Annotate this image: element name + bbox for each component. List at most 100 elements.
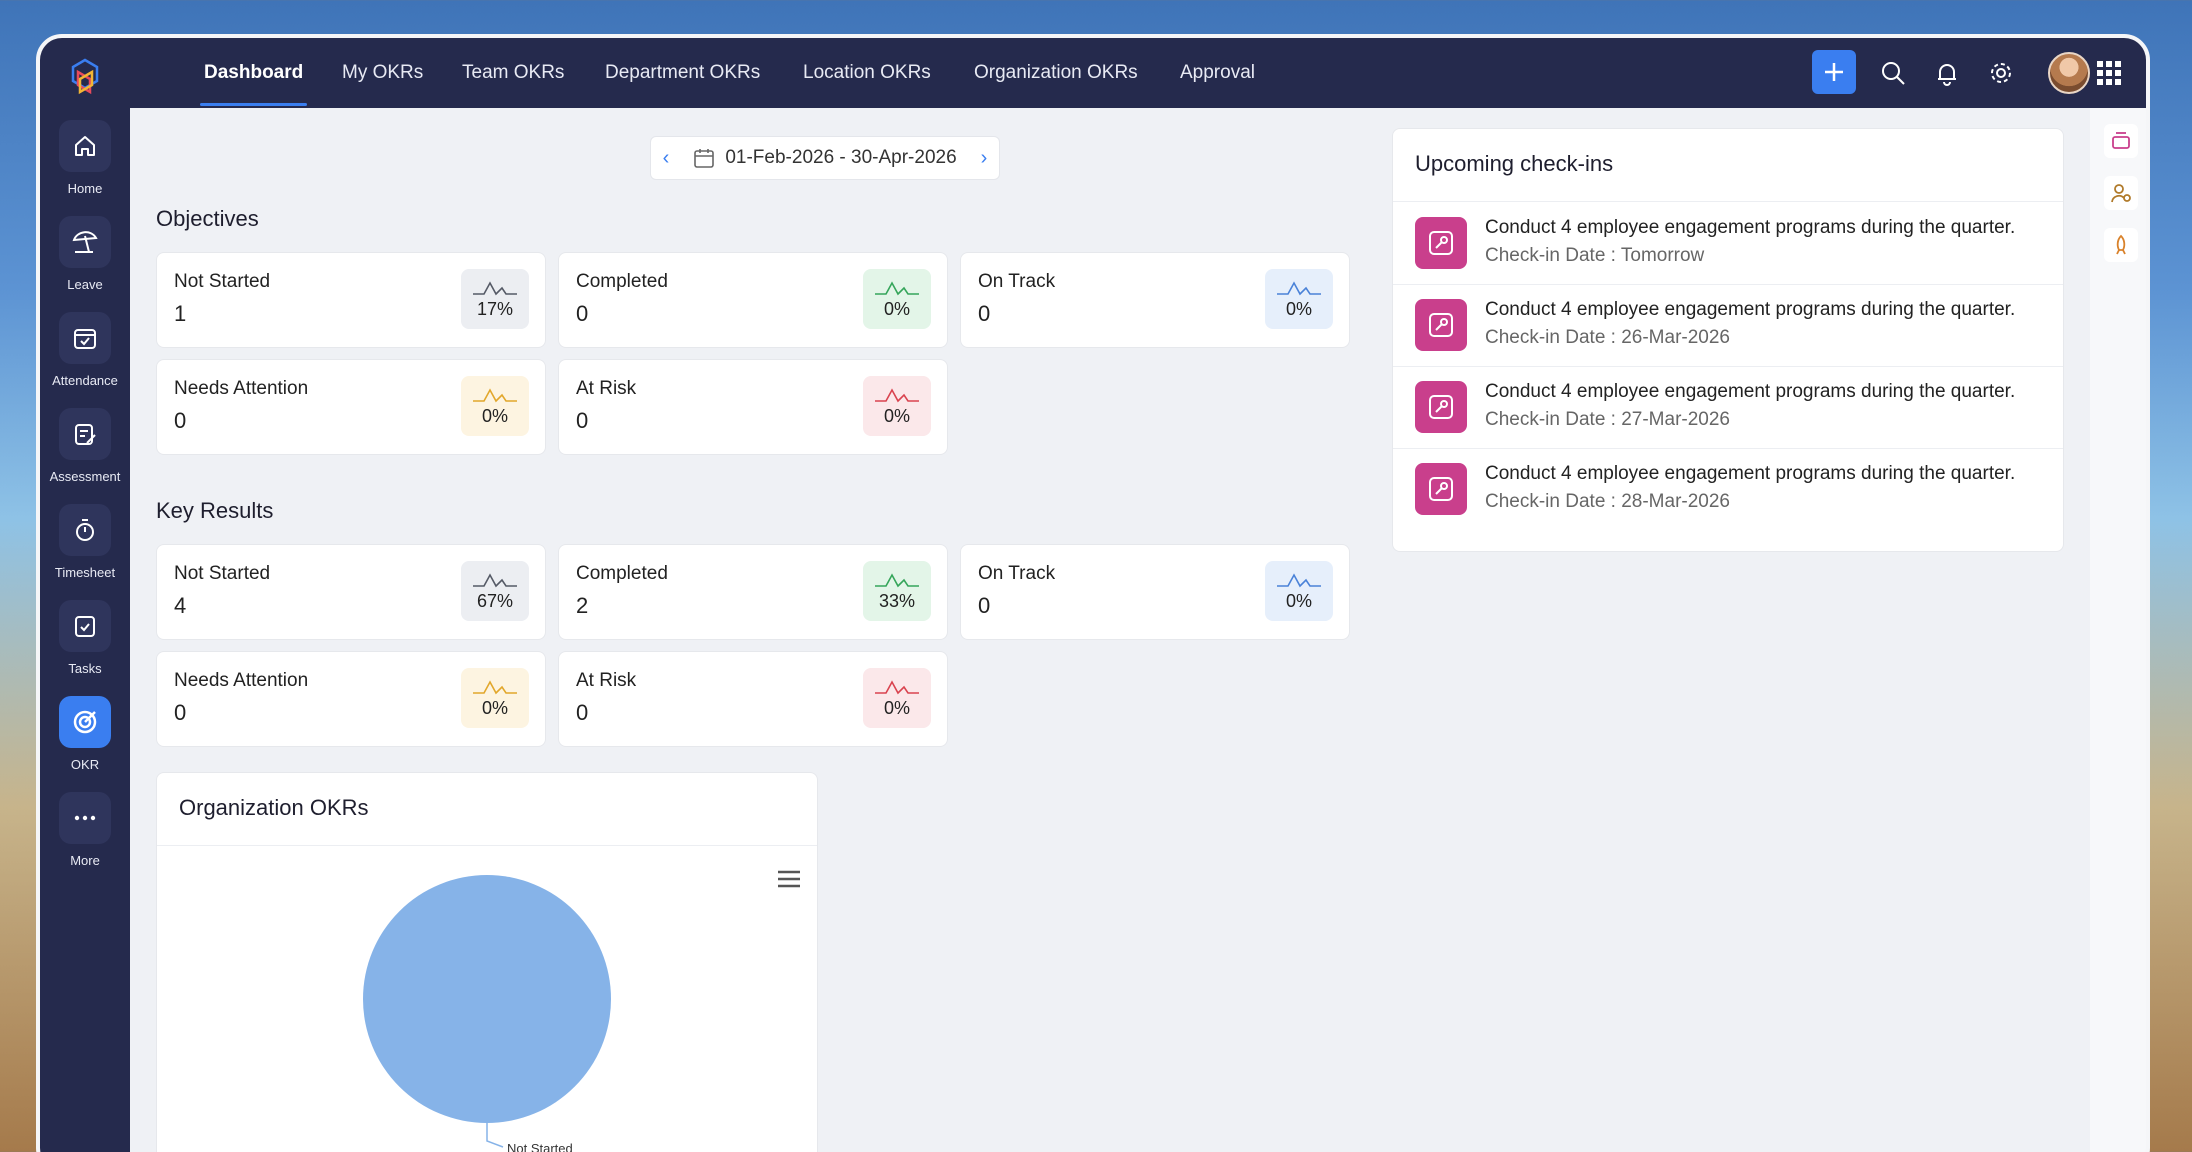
trend-line-icon — [473, 679, 517, 694]
card-value: 0 — [174, 700, 187, 725]
sidebar-item-label: Leave — [67, 277, 103, 292]
gear-icon[interactable] — [1986, 58, 2016, 88]
percentage-badge: 0% — [1265, 561, 1333, 621]
rail-button-users[interactable] — [2104, 176, 2138, 210]
checkin-title: Conduct 4 employee engagement programs d… — [1485, 217, 2016, 238]
card-label: On Track — [978, 563, 1056, 584]
key-results-card-completed[interactable]: Completed 2 33% — [558, 544, 948, 640]
checkin-title: Conduct 4 employee engagement programs d… — [1485, 299, 2016, 320]
target-icon — [73, 710, 97, 734]
tab-team-okrs[interactable]: Team OKRs — [462, 62, 565, 83]
card-percentage: 0% — [481, 405, 508, 426]
card-value: 2 — [576, 593, 589, 618]
sidebar-item-home[interactable]: Home — [40, 120, 130, 196]
sidebar-item-attendance[interactable]: Attendance — [40, 312, 130, 388]
sidebar-item-timesheet[interactable]: Timesheet — [40, 504, 130, 580]
checkin-date: Check-in Date : 27-Mar-2026 — [1485, 409, 1730, 430]
card-value: 1 — [174, 301, 187, 326]
card-percentage: 0% — [1285, 590, 1312, 611]
card-label: Completed — [576, 563, 668, 584]
key-results-card-not-started[interactable]: Not Started 4 67% — [156, 544, 546, 640]
checkin-item[interactable]: Conduct 4 employee engagement programs d… — [1393, 367, 2063, 449]
sidebar-item-leave[interactable]: Leave — [40, 216, 130, 292]
objectives-card-completed[interactable]: Completed 0 0% — [558, 252, 948, 348]
sidebar-item-label: Timesheet — [54, 565, 116, 580]
checkin-item[interactable]: Conduct 4 employee engagement programs d… — [1393, 203, 2063, 285]
card-value: 0 — [978, 593, 991, 618]
tab-department-okrs[interactable]: Department OKRs — [605, 62, 761, 83]
percentage-badge: 0% — [863, 668, 931, 728]
card-percentage: 67% — [476, 590, 514, 611]
trend-line-icon — [875, 679, 919, 694]
card-percentage: 0% — [883, 298, 910, 319]
chart-menu-icon[interactable] — [777, 869, 801, 889]
tab-organization-okrs[interactable]: Organization OKRs — [974, 62, 1138, 83]
card-label: Needs Attention — [174, 378, 309, 399]
calendar-icon — [694, 149, 715, 168]
search-icon[interactable] — [1878, 58, 1908, 88]
objectives-card-on-track[interactable]: On Track 0 0% — [960, 252, 1350, 348]
rocket-icon — [2116, 234, 2126, 255]
percentage-badge: 0% — [1265, 269, 1333, 329]
percentage-badge: 0% — [863, 376, 931, 436]
trend-line-icon — [1277, 280, 1321, 295]
task-check-icon — [75, 616, 95, 637]
percentage-badge: 17% — [461, 269, 529, 329]
card-percentage: 0% — [1285, 298, 1312, 319]
apps-grid-icon[interactable] — [2096, 60, 2122, 86]
key-result-icon — [1415, 217, 1467, 269]
sidebar-item-okr[interactable]: OKR — [40, 696, 130, 772]
sidebar-item-assessment[interactable]: Assessment — [40, 408, 130, 484]
card-percentage: 0% — [481, 697, 508, 718]
add-button[interactable] — [1812, 50, 1856, 94]
trend-line-icon — [473, 387, 517, 402]
right-rail — [2090, 108, 2146, 1152]
sidebar-item-label: OKR — [70, 757, 100, 772]
key-results-card-at-risk[interactable]: At Risk 0 0% — [558, 651, 948, 747]
avatar[interactable] — [2048, 52, 2090, 94]
checkin-date: Check-in Date : 28-Mar-2026 — [1485, 491, 1730, 512]
key-results-card-on-track[interactable]: On Track 0 0% — [960, 544, 1350, 640]
key-results-card-needs-attention[interactable]: Needs Attention 0 0% — [156, 651, 546, 747]
objectives-card-at-risk[interactable]: At Risk 0 0% — [558, 359, 948, 455]
upcoming-checkins-panel: Upcoming check-ins Conduct 4 employee en… — [1392, 128, 2064, 552]
sidebar-item-label: Attendance — [52, 373, 118, 388]
key-result-icon — [1415, 299, 1467, 351]
calendar-check-icon — [74, 329, 96, 349]
checkin-item[interactable]: Conduct 4 employee engagement programs d… — [1393, 449, 2063, 531]
app-logo-icon[interactable] — [64, 56, 106, 98]
card-value: 4 — [174, 593, 187, 618]
card-percentage: 17% — [476, 298, 514, 319]
card-percentage: 0% — [883, 697, 910, 718]
sidebar-item-tasks[interactable]: Tasks — [40, 600, 130, 676]
checkin-item[interactable]: Conduct 4 employee engagement programs d… — [1393, 285, 2063, 367]
card-value: 0 — [576, 700, 589, 725]
card-percentage: 33% — [878, 590, 916, 611]
rail-button-launch[interactable] — [2104, 228, 2138, 262]
tab-my-okrs[interactable]: My OKRs — [342, 62, 424, 83]
trend-line-icon — [473, 280, 517, 295]
rail-button-checkin[interactable] — [2104, 124, 2138, 158]
plus-icon — [1825, 63, 1843, 81]
home-icon — [75, 136, 95, 156]
key-results-title: Key Results — [156, 498, 274, 523]
trend-line-icon — [875, 387, 919, 402]
app-window: Home Leave Attendance Assessment Timeshe… — [36, 34, 2150, 1152]
percentage-badge: 0% — [461, 376, 529, 436]
card-label: Completed — [576, 271, 668, 292]
sidebar-item-more[interactable]: More — [40, 792, 130, 868]
tab-location-okrs[interactable]: Location OKRs — [803, 62, 931, 83]
prev-period-button[interactable]: ‹ — [662, 146, 670, 169]
bell-icon[interactable] — [1932, 58, 1962, 88]
pie-slice-not-started[interactable] — [363, 875, 611, 1123]
tab-approval[interactable]: Approval — [1180, 62, 1255, 83]
beach-umbrella-icon — [72, 231, 98, 253]
objectives-card-not-started[interactable]: Not Started 1 17% — [156, 252, 546, 348]
date-range-picker[interactable]: ‹ 01-Feb-2026 - 30-Apr-2026 › — [650, 136, 1000, 180]
tab-dashboard[interactable]: Dashboard — [199, 38, 308, 108]
card-value: 0 — [576, 408, 589, 433]
checkin-date: Check-in Date : Tomorrow — [1485, 245, 1705, 266]
objectives-card-needs-attention[interactable]: Needs Attention 0 0% — [156, 359, 546, 455]
next-period-button[interactable]: › — [980, 146, 988, 169]
pie-leader-line — [486, 1123, 504, 1148]
